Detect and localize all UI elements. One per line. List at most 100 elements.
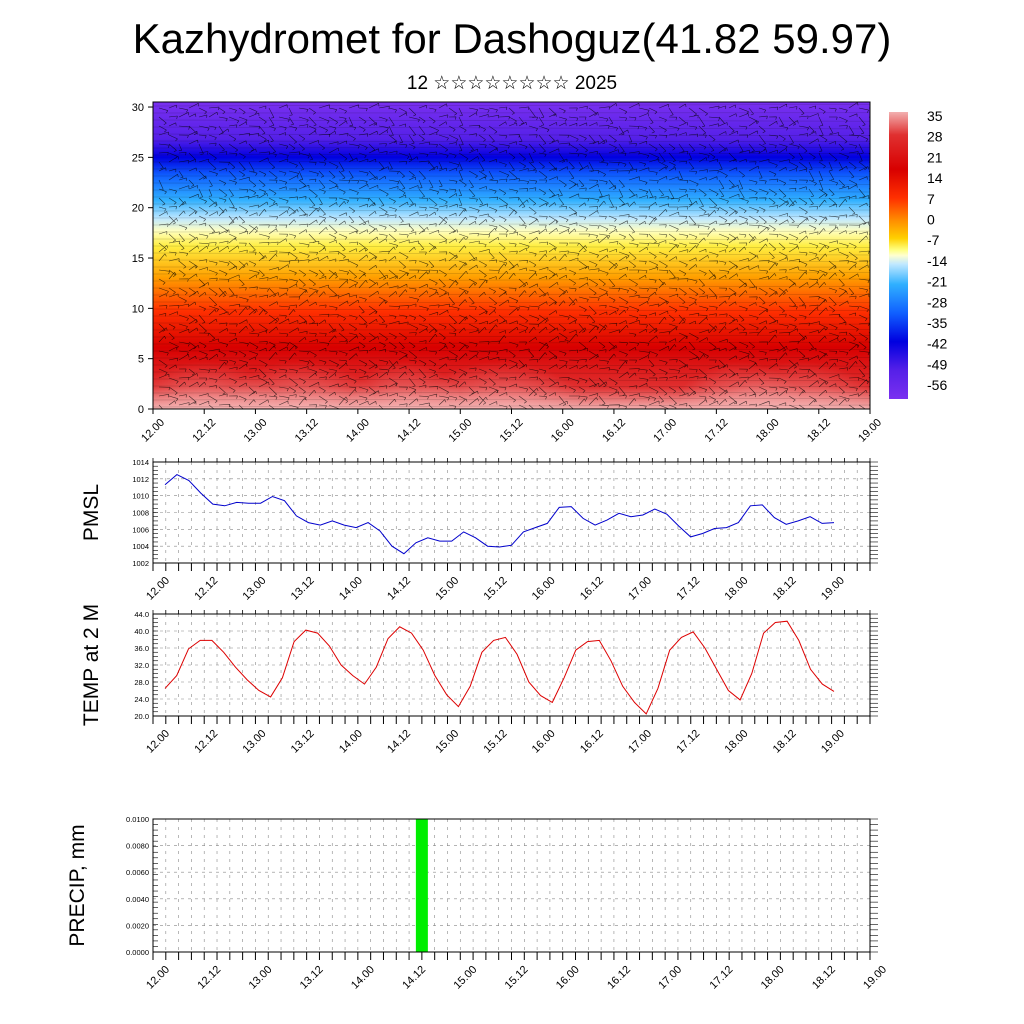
y-tick-label: 32.0: [134, 661, 149, 670]
x-tick-label: 13.12: [289, 728, 317, 756]
x-tick-label: 17.12: [708, 964, 736, 992]
x-tick-label: 15.12: [482, 728, 510, 756]
x-tick-label: 13.00: [241, 728, 269, 756]
x-tick-label: 15.00: [451, 964, 479, 992]
y-tick-label: 24.0: [134, 695, 149, 704]
colorbar-label: -56: [927, 377, 947, 393]
x-tick-label: 16.12: [600, 417, 628, 445]
x-tick-label: 13.00: [241, 575, 269, 603]
x-tick-label: 19.00: [819, 575, 847, 603]
y-tick-label: 10: [132, 303, 144, 315]
x-tick-label: 15.00: [433, 575, 461, 603]
colorbar-label: -42: [927, 336, 947, 352]
y-tick-label: 1014: [132, 458, 149, 467]
x-tick-label: 18.00: [723, 728, 751, 756]
pmsl-ylabel: PMSL: [80, 484, 103, 541]
contour-lines: [153, 104, 870, 408]
x-tick-label: 14.12: [385, 728, 413, 756]
y-tick-label: 0.0060: [126, 868, 149, 877]
x-tick-label: 19.00: [856, 417, 884, 445]
x-tick-label: 18.00: [754, 417, 782, 445]
x-tick-label: 16.00: [549, 417, 577, 445]
x-tick-label: 13.00: [247, 964, 275, 992]
x-tick-label: 17.00: [626, 575, 654, 603]
x-tick-label: 18.12: [771, 575, 799, 603]
x-tick-label: 19.00: [819, 728, 847, 756]
x-tick-label: 12.12: [195, 964, 223, 992]
x-tick-label: 15.00: [433, 728, 461, 756]
cross-section-panel: 0 5 10 15 20 25 30 12.00 12.12 13.00 13.12 14.00 14.…: [132, 101, 884, 445]
colorbar-label: -49: [927, 356, 947, 372]
x-tick-label: 18.12: [771, 728, 799, 756]
pmsl-series-line: [164, 474, 835, 555]
x-tick-label: 13.12: [293, 417, 321, 445]
x-tick-label: 15.00: [446, 417, 474, 445]
warm-region: [420, 329, 580, 409]
y-tick-label: 0.0080: [126, 842, 149, 851]
precip-frame: [152, 818, 871, 953]
x-tick-label: 18.00: [759, 964, 787, 992]
pmsl-panel: 1014 1012 1010 1008 1006 1004 1002 12.00 12.12 13…: [80, 458, 878, 603]
x-tick-label: 18.12: [810, 964, 838, 992]
x-tick-label: 17.12: [674, 728, 702, 756]
colorbar: 35 28 21 14 7 0 -7 -14 -21 -28 -35 -42 -49 -56: [889, 108, 947, 399]
xsec-fill-group: [153, 102, 870, 409]
precip-ylabel: PRECIP, mm: [66, 824, 89, 946]
colorbar-fill: [889, 112, 908, 399]
precip-bar: [415, 819, 428, 952]
y-tick-label: 40.0: [134, 627, 149, 636]
x-tick-label: 16.12: [605, 964, 633, 992]
colorbar-label: 14: [927, 170, 943, 186]
colorbar-label: 7: [927, 191, 935, 207]
x-tick-label: 15.12: [482, 575, 510, 603]
colorbar-label: 21: [927, 149, 943, 165]
y-tick-label: 1004: [132, 542, 149, 551]
page-title: Kazhydromet for Dashoguz(41.82 59.97): [132, 15, 892, 62]
x-tick-label: 13.12: [298, 964, 326, 992]
x-tick-label: 13.00: [242, 417, 270, 445]
x-tick-label: 14.00: [337, 575, 365, 603]
pmsl-frame: [152, 461, 871, 564]
x-tick-label: 17.00: [626, 728, 654, 756]
x-tick-label: 13.12: [289, 575, 317, 603]
y-tick-label: 1008: [132, 509, 149, 518]
y-tick-label: 1010: [132, 492, 149, 501]
colorbar-label: 28: [927, 129, 943, 145]
x-tick-label: 19.00: [861, 964, 889, 992]
x-tick-label: 17.00: [651, 417, 679, 445]
x-tick-label: 14.12: [400, 964, 428, 992]
y-tick-label: 15: [132, 253, 144, 265]
y-tick-label: 28.0: [134, 678, 149, 687]
x-tick-label: 12.00: [144, 964, 172, 992]
x-tick-label: 15.12: [498, 417, 526, 445]
x-tick-label: 15.12: [503, 964, 531, 992]
x-tick-label: 14.12: [395, 417, 423, 445]
colorbar-label: -35: [927, 315, 947, 331]
colorbar-label: -14: [927, 253, 947, 269]
warm-region: [725, 329, 870, 409]
x-tick-label: 16.00: [554, 964, 582, 992]
x-tick-label: 14.12: [385, 575, 413, 603]
temp-ylabel: TEMP at 2 M: [80, 604, 103, 726]
y-tick-label: 1012: [132, 475, 149, 484]
colorbar-label: 35: [927, 108, 943, 124]
x-tick-label: 16.12: [578, 728, 606, 756]
x-tick-label: 12.00: [139, 417, 167, 445]
x-tick-label: 12.00: [144, 575, 172, 603]
x-tick-label: 14.00: [349, 964, 377, 992]
x-tick-label: 12.12: [192, 575, 220, 603]
colorbar-label: -28: [927, 294, 947, 310]
x-tick-label: 12.00: [144, 728, 172, 756]
x-tick-label: 14.00: [344, 417, 372, 445]
x-tick-label: 14.00: [337, 728, 365, 756]
x-tick-label: 16.00: [530, 575, 558, 603]
wind-barbs: [158, 102, 870, 409]
colorbar-label: -21: [927, 274, 947, 290]
page-subtitle: 12 ☆☆☆☆☆☆☆☆ 2025: [406, 73, 618, 94]
x-tick-label: 18.12: [805, 417, 833, 445]
y-tick-label: 44.0: [134, 610, 149, 619]
y-tick-label: 25: [132, 152, 144, 164]
y-tick-label: 20: [132, 203, 144, 215]
x-tick-label: 12.12: [190, 417, 218, 445]
